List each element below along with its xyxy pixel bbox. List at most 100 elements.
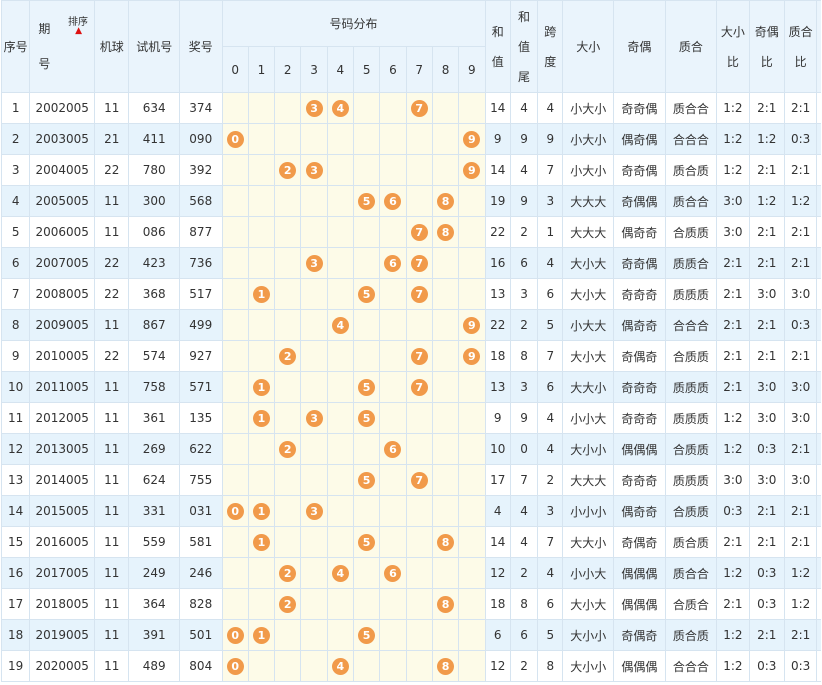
cell-prime-ratio: 3:0 (783, 371, 818, 403)
issue-header-label-b: 号 (38, 57, 51, 71)
cell-seq: 1 (0, 92, 31, 124)
number-ball: 1 (252, 378, 270, 396)
dist-cell-8 (431, 433, 460, 465)
dist-cell-7 (405, 526, 433, 558)
sort-arrow-icon[interactable]: ▲ (75, 26, 83, 36)
dist-cell-9 (458, 526, 486, 558)
cell-parity: 奇偶偶 (613, 185, 666, 217)
cell-prime-ratio: 0:3 (783, 309, 818, 341)
dist-cell-6 (379, 309, 407, 341)
cell-sum: 22 (484, 216, 511, 248)
cell-size-ratio: 1:2 (716, 650, 750, 682)
col-sum-header: 和值 (484, 0, 511, 93)
cell-issue: 2017005 (29, 557, 96, 589)
dist-cell-5: 5 (352, 278, 381, 310)
dist-cell-2 (274, 402, 302, 434)
cell-size-ratio: 1:2 (716, 433, 750, 465)
cell-prize-number: 927 (179, 340, 223, 372)
number-ball: 1 (252, 626, 270, 644)
dist-cell-6 (379, 619, 407, 651)
cell-prize-number: 501 (179, 619, 223, 651)
cell-size-ratio: 2:1 (716, 309, 750, 341)
dist-cell-2: 2 (274, 340, 302, 372)
dist-cell-5 (352, 650, 381, 682)
dist-cell-9 (458, 495, 486, 527)
dist-cell-0 (221, 340, 249, 372)
dist-cell-8 (431, 619, 460, 651)
cell-issue: 2012005 (29, 402, 96, 434)
cell-sum-tail: 4 (509, 92, 539, 124)
dist-cell-9 (458, 588, 486, 620)
cell-size-ratio: 2:1 (716, 588, 750, 620)
cell-seq: 12 (0, 433, 31, 465)
col-parity-header: 奇偶 (613, 0, 666, 93)
dist-cell-7: 7 (405, 464, 433, 496)
number-ball: 6 (384, 564, 402, 582)
cell-test-number: 269 (128, 433, 181, 465)
dist-cell-2 (274, 371, 302, 403)
cell-sum: 12 (484, 557, 511, 589)
dist-cell-3: 3 (300, 247, 328, 279)
dist-cell-4 (326, 526, 354, 558)
cell-span: 5 (537, 309, 564, 341)
number-ball: 2 (279, 440, 297, 458)
dist-cell-7: 7 (405, 278, 433, 310)
cell-machine: 11 (94, 433, 130, 465)
cell-test-number: 489 (128, 650, 181, 682)
dist-cell-5: 5 (352, 371, 381, 403)
number-ball: 7 (410, 378, 428, 396)
table-row: 2 2003005 21 411 090 0 9 9 9 9 小大小 偶奇偶 合合合 1:2 1:2 0:3 (0, 123, 821, 155)
dist-cell-2 (274, 92, 302, 124)
dist-cell-0 (221, 92, 249, 124)
cell-prime-ratio: 2:1 (783, 340, 818, 372)
dist-cell-7 (405, 309, 433, 341)
dist-cell-4 (326, 123, 354, 155)
dist-cell-0 (221, 247, 249, 279)
cell-prize-number: 135 (179, 402, 223, 434)
cell-extra (816, 433, 821, 465)
cell-parity-ratio: 3:0 (748, 464, 785, 496)
cell-issue: 2013005 (29, 433, 96, 465)
cell-span: 4 (537, 247, 564, 279)
dist-cell-8 (431, 278, 460, 310)
dist-cell-2 (274, 278, 302, 310)
digit-header-8: 8 (431, 46, 460, 93)
cell-test-number: 249 (128, 557, 181, 589)
dist-cell-9 (458, 278, 486, 310)
dist-cell-3 (300, 464, 328, 496)
cell-size-ratio: 2:1 (716, 526, 750, 558)
number-ball: 0 (226, 502, 244, 520)
dist-cell-4 (326, 588, 354, 620)
cell-size-ratio: 2:1 (716, 278, 750, 310)
number-ball: 5 (358, 285, 376, 303)
cell-prize-number: 392 (179, 154, 223, 186)
cell-size: 大大大 (562, 216, 615, 248)
cell-prize-number: 804 (179, 650, 223, 682)
cell-parity: 偶奇奇 (613, 216, 666, 248)
dist-cell-0: 0 (221, 123, 249, 155)
cell-test-number: 574 (128, 340, 181, 372)
number-ball: 3 (305, 161, 323, 179)
cell-span: 6 (537, 371, 564, 403)
cell-parity-ratio: 2:1 (748, 216, 785, 248)
cell-prime-ratio: 1:2 (783, 557, 818, 589)
number-ball: 3 (305, 99, 323, 117)
cell-prime-ratio: 2:1 (783, 216, 818, 248)
col-span-header: 跨度 (537, 0, 564, 93)
cell-size: 大小大 (562, 278, 615, 310)
cell-span: 4 (537, 433, 564, 465)
dist-cell-5 (352, 92, 381, 124)
cell-machine: 11 (94, 185, 130, 217)
dist-cell-2: 2 (274, 588, 302, 620)
col-size-ratio-header: 大小比 (716, 0, 750, 93)
cell-parity-ratio: 2:1 (748, 309, 785, 341)
dist-cell-6 (379, 650, 407, 682)
cell-seq: 10 (0, 371, 31, 403)
dist-cell-9 (458, 650, 486, 682)
sort-link[interactable]: 排序 (68, 17, 89, 28)
number-ball: 6 (384, 440, 402, 458)
cell-test-number: 758 (128, 371, 181, 403)
number-ball: 4 (331, 99, 349, 117)
col-size-header: 大小 (562, 0, 615, 93)
